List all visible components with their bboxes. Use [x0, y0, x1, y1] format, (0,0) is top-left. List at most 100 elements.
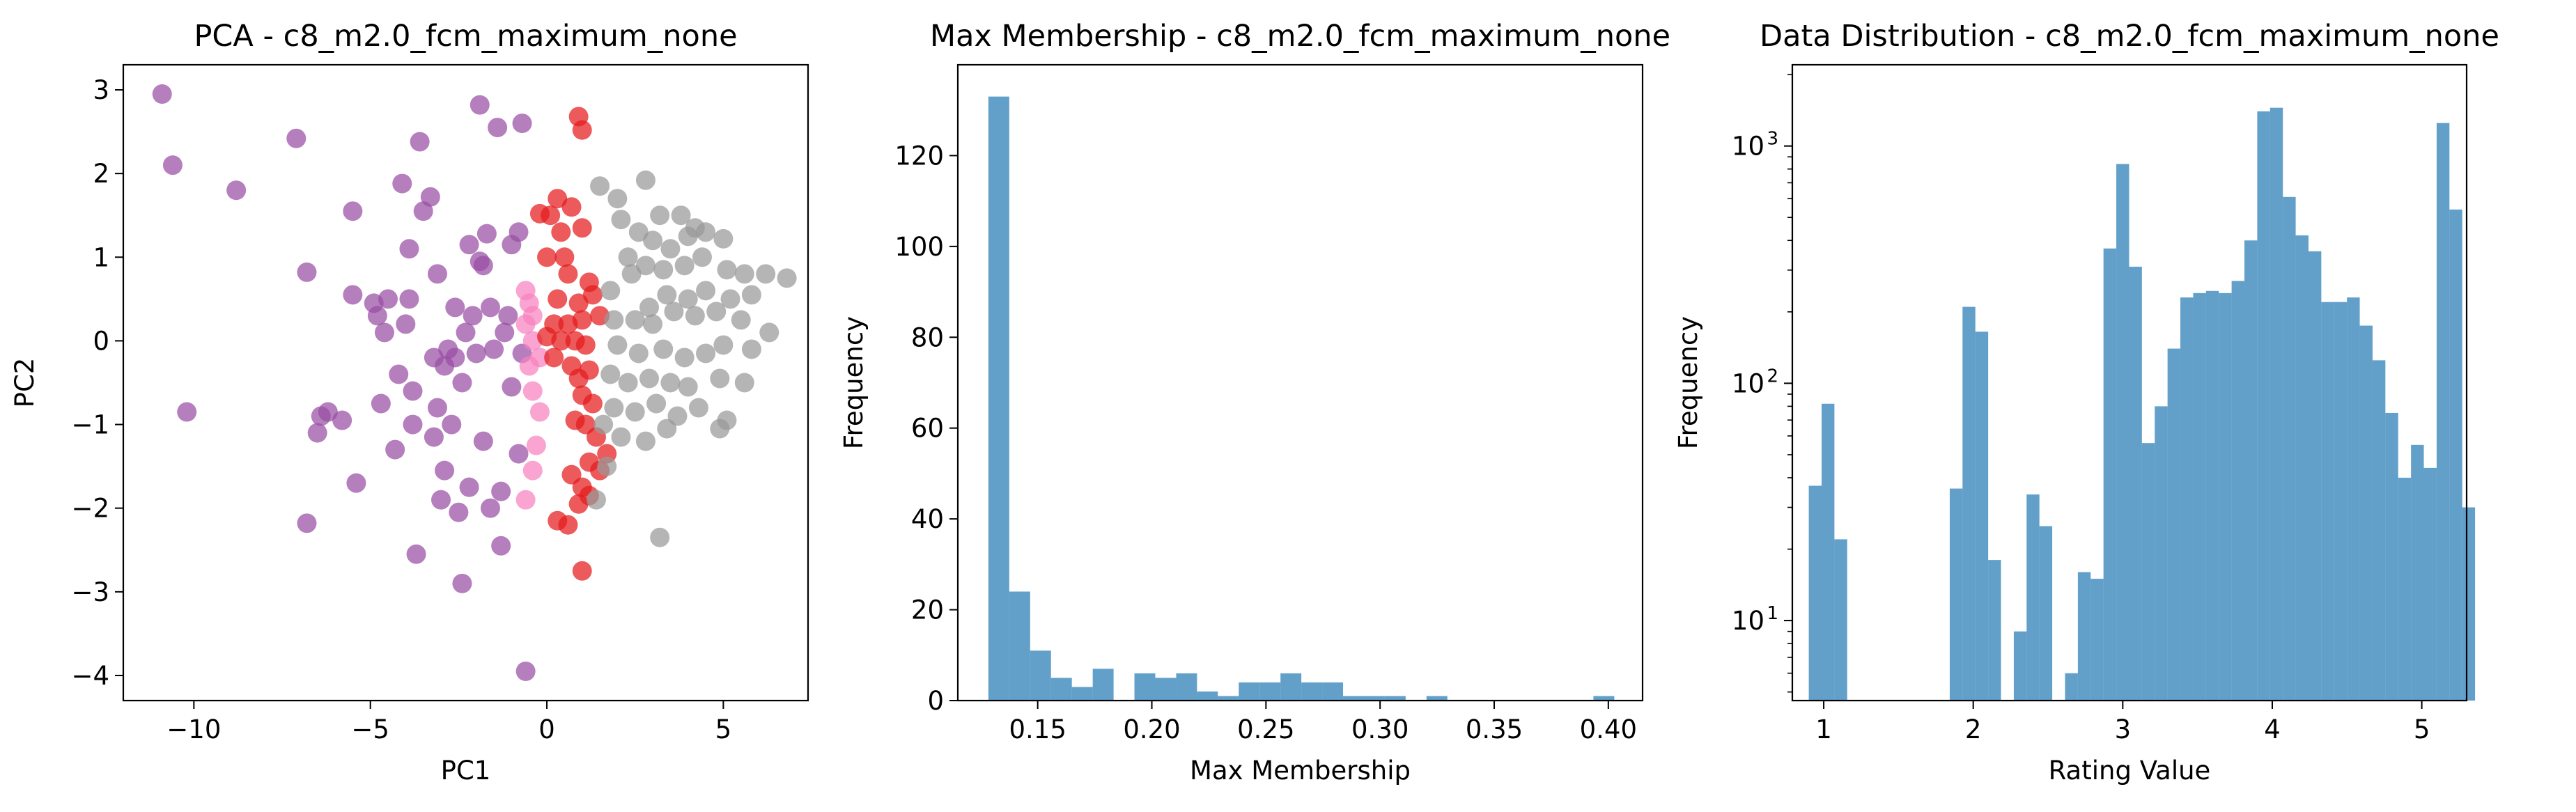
scatter-point	[522, 381, 543, 401]
x-tick-label: 4	[2264, 715, 2281, 744]
histogram-bar	[1834, 539, 1847, 701]
scatter-point	[491, 481, 511, 501]
histogram-bar	[1808, 485, 1822, 701]
histogram-bar	[2205, 290, 2219, 701]
scatter-point	[635, 256, 655, 276]
scatter-point	[177, 402, 197, 422]
histogram-bar	[2321, 302, 2334, 701]
histogram-bar	[2013, 631, 2027, 701]
scatter-point	[449, 502, 469, 522]
histogram-bar	[1322, 682, 1344, 701]
histogram-bar	[2359, 325, 2373, 701]
scatter-point	[343, 201, 363, 221]
scatter-point	[392, 173, 412, 194]
histogram-bar	[2269, 107, 2283, 701]
scatter-point	[660, 373, 681, 393]
scatter-point	[410, 132, 430, 152]
scatter-point	[635, 170, 655, 190]
histogram-bar	[1050, 678, 1072, 701]
x-tick-label: 2	[1965, 715, 1982, 744]
scatter-point	[515, 314, 536, 334]
y-tick-exponent: 3	[1767, 129, 1778, 150]
histogram-bar	[2026, 494, 2040, 701]
scatter-point	[710, 368, 730, 389]
histogram-bar	[2436, 123, 2450, 701]
scatter-point	[509, 222, 529, 242]
scatter-point	[618, 247, 638, 267]
scatter-point	[544, 348, 564, 368]
scatter-point	[403, 414, 423, 435]
y-tick-label: 80	[911, 322, 944, 352]
y-axis-label: Frequency	[839, 316, 869, 449]
scatter-point	[674, 256, 695, 276]
scatter-point	[488, 118, 508, 138]
scatter-point	[459, 477, 479, 497]
scatter-point	[551, 222, 571, 242]
scatter-point	[653, 339, 674, 359]
scatter-point	[452, 373, 472, 393]
scatter-point	[635, 431, 655, 451]
histogram-bar	[1259, 682, 1281, 701]
scatter-point	[558, 264, 578, 284]
scatter-point	[445, 297, 465, 318]
scatter-point	[678, 289, 698, 309]
scatter-point	[427, 398, 447, 418]
y-tick-exponent: 2	[1767, 366, 1778, 387]
max-membership-histogram: 0.15 0.20 0.25 0.30 0.35 0.40020406080100120 …	[839, 63, 1644, 786]
scatter-point	[572, 120, 592, 140]
y-tick-label: −4	[71, 661, 109, 691]
scatter-point	[502, 377, 522, 397]
scatter-point	[572, 310, 592, 330]
y-tick-label: 3	[93, 75, 109, 105]
y-tick-label: 10	[1732, 368, 1764, 398]
scatter-point	[582, 393, 603, 414]
scatter-point	[389, 364, 409, 384]
scatter-point	[522, 460, 543, 481]
y-tick-label: 120	[894, 141, 944, 171]
histogram-bar	[2347, 297, 2360, 701]
scatter-point	[519, 356, 539, 376]
scatter-point	[643, 314, 663, 334]
plot-frame	[1791, 63, 2468, 702]
scatter-point	[466, 343, 486, 364]
histogram-bar	[2077, 572, 2091, 701]
histogram-bar	[2231, 281, 2245, 701]
scatter-point	[604, 398, 624, 418]
scatter-point	[611, 427, 631, 447]
x-tick-label: 0.40	[1580, 715, 1637, 744]
scatter-point	[473, 431, 493, 451]
scatter-point	[664, 302, 684, 322]
scatter-point	[607, 189, 628, 209]
scatter-point	[678, 226, 698, 247]
scatter-point	[720, 289, 740, 309]
histogram-bar	[1280, 673, 1302, 701]
scatter-point	[459, 235, 479, 255]
scatter-point	[403, 381, 423, 401]
scatter-point	[431, 490, 451, 510]
histogram-bar	[2411, 444, 2424, 701]
scatter-point	[424, 427, 444, 447]
scatter-point	[509, 444, 529, 464]
scatter-point	[162, 155, 183, 175]
scatter-point	[593, 414, 614, 435]
scatter-point	[476, 224, 497, 244]
histogram-bar	[2244, 240, 2258, 701]
scatter-point	[713, 228, 734, 249]
x-tick-label: −5	[351, 715, 389, 744]
histogram-bars	[1808, 107, 2476, 701]
y-tick-label: 2	[93, 159, 109, 189]
histogram-bar	[2385, 412, 2398, 701]
scatter-point	[650, 527, 670, 547]
scatter-point	[495, 322, 515, 343]
scatter-point	[717, 260, 737, 280]
scatter-point	[696, 281, 716, 301]
histogram-bar	[2398, 477, 2412, 701]
histogram-bar	[1071, 687, 1093, 701]
histogram-bar	[1176, 673, 1197, 701]
scatter-point	[604, 310, 624, 330]
scatter-point	[625, 402, 645, 422]
scatter-point	[696, 343, 716, 364]
scatter-point	[346, 473, 366, 493]
